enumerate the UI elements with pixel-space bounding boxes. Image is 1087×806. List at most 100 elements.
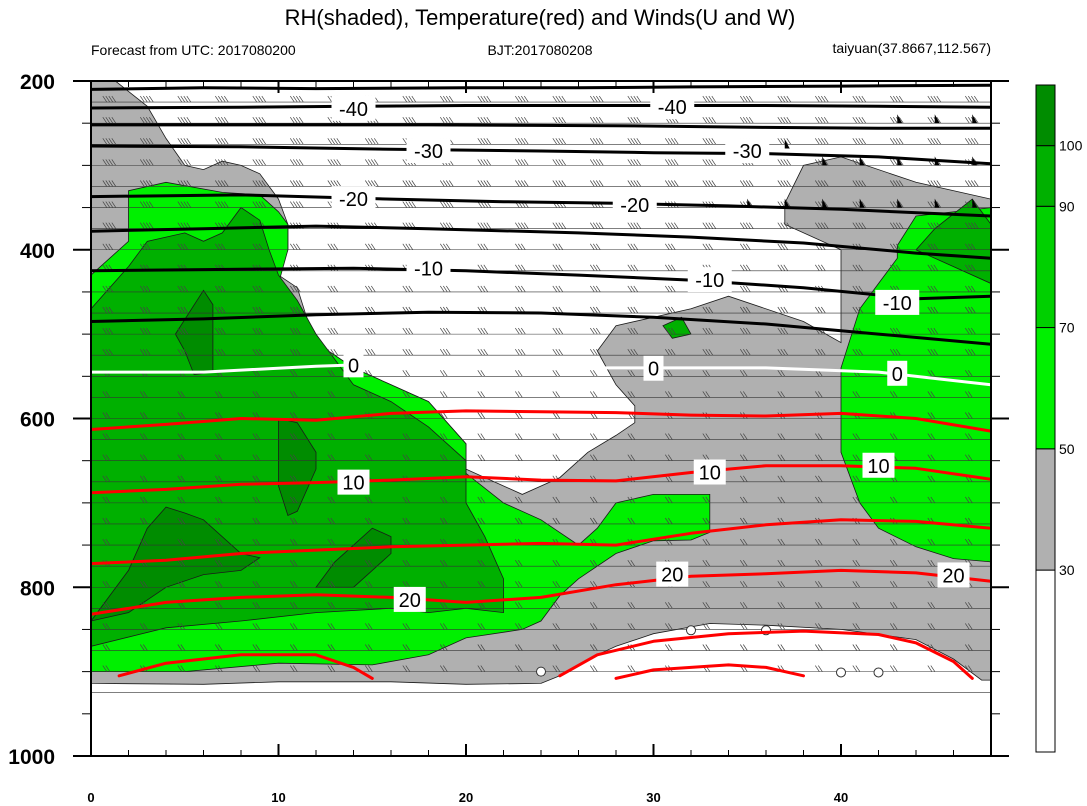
wind-barb <box>927 412 936 419</box>
wind-barb <box>852 454 861 461</box>
wind-barb <box>927 264 939 271</box>
wind-barb <box>552 159 567 166</box>
wind-barb <box>252 201 267 208</box>
wind-barb <box>252 475 261 482</box>
wind-barb <box>590 117 604 124</box>
wind-barb <box>102 412 111 419</box>
wind-barb <box>477 159 492 166</box>
contour-label-text: 10 <box>342 473 364 495</box>
wind-barb <box>665 285 676 293</box>
wind-barb <box>740 264 751 271</box>
wind-barb <box>702 644 711 651</box>
wind-barb <box>402 117 417 124</box>
wind-barb <box>102 138 117 145</box>
wind-barb <box>777 159 792 166</box>
wind-barb <box>177 306 189 314</box>
wind-barb <box>515 412 523 419</box>
wind-barb <box>965 95 979 103</box>
wind-barb <box>215 138 229 145</box>
wind-barb <box>215 349 226 356</box>
x-tick-label: 40 <box>834 790 848 805</box>
wind-barb <box>402 95 417 103</box>
wind-barb <box>140 433 148 440</box>
station-subtitle: taiyuan(37.8667,112.567) <box>832 40 991 56</box>
wind-barb <box>740 117 754 124</box>
wind-barb <box>477 412 486 419</box>
wind-barb <box>215 285 226 293</box>
wind-barb <box>965 285 976 293</box>
wind-barb <box>440 117 454 124</box>
wind-barb <box>402 391 411 398</box>
wind-barb <box>815 475 823 482</box>
contour-label: 10 <box>693 459 726 485</box>
wind-barb <box>965 391 973 398</box>
wind-barb <box>440 665 448 672</box>
wind-barb <box>590 180 604 187</box>
wind-barb <box>590 243 601 250</box>
wind-pennant <box>934 198 940 208</box>
wind-barb <box>102 475 111 482</box>
wind-barb <box>627 391 636 398</box>
wind-barb <box>552 644 561 651</box>
wind-barb <box>477 180 492 187</box>
wind-barb <box>740 349 751 356</box>
wind-barb <box>252 327 264 335</box>
wind-barb <box>965 517 973 525</box>
wind-barb <box>702 517 711 525</box>
wind-barb <box>440 517 448 525</box>
colorbar-label: 70 <box>1059 320 1075 336</box>
wind-barb <box>477 391 486 398</box>
wind-barb <box>890 222 904 229</box>
wind-barb <box>740 180 754 187</box>
wind-barb <box>402 285 414 293</box>
wind-barb <box>365 285 376 293</box>
wind-barb <box>552 349 564 356</box>
wind-barb <box>590 138 604 145</box>
wind-barb <box>927 538 936 546</box>
wind-barb <box>702 496 711 504</box>
wind-barb <box>702 623 711 630</box>
colorbar-label: 100 <box>1059 138 1083 154</box>
wind-barb <box>590 581 598 588</box>
wind-barb <box>327 243 339 250</box>
chart-title: RH(shaded), Temperature(red) and Winds(U… <box>285 5 796 30</box>
wind-barb <box>477 370 486 377</box>
wind-barb <box>102 159 117 166</box>
wind-barb <box>102 538 111 546</box>
wind-barb <box>327 138 342 145</box>
wind-barb <box>890 623 898 630</box>
wind-barb <box>215 159 229 166</box>
contour-label: -40 <box>331 95 376 121</box>
wind-barb <box>815 581 823 588</box>
wind-barb <box>965 138 979 145</box>
wind-barb <box>590 517 598 525</box>
wind-barb <box>402 623 411 630</box>
wind-barb <box>965 306 976 314</box>
wind-barb <box>890 602 898 609</box>
wind-barb <box>740 391 748 398</box>
wind-barb <box>290 602 298 609</box>
wind-barb <box>890 349 901 356</box>
colorbar-swatch <box>1035 327 1056 450</box>
wind-barb <box>365 517 373 525</box>
wind-barb <box>552 285 564 293</box>
wind-barb <box>477 665 486 672</box>
wind-barb <box>515 117 529 124</box>
wind-barb <box>477 517 486 525</box>
wind-barb <box>215 454 223 461</box>
wind-barb <box>402 433 411 440</box>
wind-barb <box>215 180 229 187</box>
wind-barb <box>740 538 748 546</box>
wind-barb <box>965 644 973 651</box>
wind-barb <box>852 496 861 504</box>
wind-barb <box>365 243 376 250</box>
x-tick-label: 20 <box>459 790 473 805</box>
wind-barb <box>552 560 561 567</box>
calm-wind-circle <box>836 667 846 678</box>
wind-barb <box>140 180 154 187</box>
wind-barb <box>290 581 298 588</box>
wind-barb <box>702 180 717 187</box>
temperature-contour-20 <box>117 653 374 680</box>
wind-barb <box>740 602 748 609</box>
contour-label-text: -10 <box>883 293 912 315</box>
